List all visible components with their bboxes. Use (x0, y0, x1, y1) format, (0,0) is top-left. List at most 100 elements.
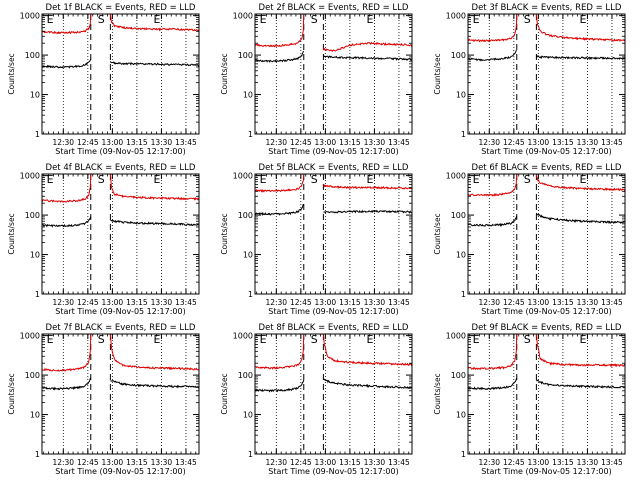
event-marker-label: E (260, 13, 267, 26)
y-tick-label: 10 (243, 411, 253, 420)
events-series-line (110, 219, 200, 227)
y-tick-label: 1 (461, 290, 466, 299)
y-tick-label: 100 (25, 371, 40, 380)
event-marker-label: E (580, 333, 587, 346)
lld-series-line (41, 333, 92, 372)
lld-series-line (467, 173, 518, 197)
x-tick-label: 13:00 (528, 298, 550, 307)
lld-series-line (535, 174, 626, 192)
y-axis-label: Counts/sec (433, 53, 442, 94)
y-tick-label: 1000 (233, 172, 253, 181)
y-tick-label: 1 (248, 450, 253, 459)
x-tick-label: 13:00 (102, 458, 124, 467)
y-tick-label: 100 (238, 371, 253, 380)
x-tick-label: 13:15 (339, 458, 361, 467)
y-axis-label: Counts/sec (433, 373, 442, 414)
events-series-line (322, 55, 413, 61)
event-marker-label: S (98, 333, 105, 346)
lld-series-line (254, 333, 305, 370)
y-tick-label: 1 (35, 290, 40, 299)
x-tick-label: 13:30 (364, 298, 386, 307)
plot-frame (467, 173, 626, 295)
events-series-line (254, 203, 305, 217)
y-tick-label: 1000 (446, 172, 466, 181)
lld-series-line (41, 173, 92, 203)
x-axis-label: Start Time (09-Nov-05 12:17:00) (268, 147, 398, 156)
event-marker-label: E (473, 173, 480, 186)
plot-frame (41, 333, 200, 455)
detector-panel-3: Det 3f BLACK = Events, RED = LLD 1 10 100 10… (433, 3, 626, 156)
x-tick-label: 12:30 (478, 458, 500, 467)
event-marker-label: S (311, 173, 318, 186)
lld-series-line (467, 333, 518, 371)
x-axis-label: Start Time (09-Nov-05 12:17:00) (268, 307, 398, 316)
x-tick-label: 12:30 (52, 458, 74, 467)
lld-series-line (322, 333, 413, 366)
x-tick-label: 13:30 (151, 138, 173, 147)
event-marker-label: S (524, 333, 531, 346)
plot-frame (467, 333, 626, 455)
plot-frame (41, 13, 200, 135)
x-tick-label: 13:30 (577, 138, 599, 147)
y-tick-label: 100 (451, 211, 466, 220)
event-marker-label: E (260, 173, 267, 186)
event-marker-label: S (98, 13, 105, 26)
x-tick-label: 12:45 (503, 138, 525, 147)
y-tick-label: 1000 (20, 332, 40, 341)
y-tick-label: 1 (248, 290, 253, 299)
y-axis-label: Counts/sec (7, 373, 16, 414)
x-tick-label: 13:15 (339, 138, 361, 147)
x-tick-label: 13:15 (552, 298, 574, 307)
y-tick-label: 10 (456, 411, 466, 420)
lld-series-line (109, 334, 200, 371)
event-marker-label: S (524, 13, 531, 26)
detector-panel-8: Det 8f BLACK = Events, RED = LLD 1 10 100 10… (220, 323, 413, 476)
x-axis-label: Start Time (09-Nov-05 12:17:00) (481, 467, 611, 476)
y-tick-label: 100 (238, 211, 253, 220)
events-series-line (109, 61, 200, 67)
event-marker-label: E (580, 13, 587, 26)
x-tick-label: 13:45 (388, 458, 410, 467)
x-tick-label: 13:45 (175, 298, 197, 307)
x-tick-label: 12:30 (265, 138, 287, 147)
y-tick-label: 1000 (233, 12, 253, 21)
detector-panel-9: Det 9f BLACK = Events, RED = LLD 1 10 100 10… (433, 323, 626, 476)
x-tick-label: 13:15 (339, 298, 361, 307)
plot-frame (254, 173, 413, 295)
y-tick-label: 10 (243, 251, 253, 260)
events-series-line (535, 379, 626, 389)
panel-title: Det 6f BLACK = Events, RED = LLD (472, 163, 622, 173)
events-series-line (535, 55, 626, 61)
x-tick-label: 13:00 (315, 298, 337, 307)
x-axis-label: Start Time (09-Nov-05 12:17:00) (55, 307, 185, 316)
events-series-line (467, 377, 518, 391)
events-series-line (323, 209, 413, 214)
x-tick-label: 13:30 (364, 458, 386, 467)
panel-title: Det 1f BLACK = Events, RED = LLD (46, 3, 196, 13)
y-tick-label: 1000 (20, 172, 40, 181)
x-tick-label: 13:45 (601, 298, 623, 307)
events-series-line (467, 215, 518, 227)
x-tick-label: 13:30 (577, 458, 599, 467)
y-axis-label: Counts/sec (220, 53, 229, 94)
x-tick-label: 12:30 (478, 138, 500, 147)
detector-panel-2: Det 2f BLACK = Events, RED = LLD 1 10 100 10… (220, 3, 413, 156)
event-marker-label: E (367, 173, 374, 186)
events-series-line (535, 212, 626, 225)
events-series-line (254, 50, 305, 63)
x-axis-label: Start Time (09-Nov-05 12:17:00) (55, 147, 185, 156)
x-tick-label: 13:00 (102, 298, 124, 307)
y-tick-label: 1000 (446, 12, 466, 21)
y-tick-label: 1000 (20, 12, 40, 21)
event-marker-label: E (154, 13, 161, 26)
panel-title: Det 3f BLACK = Events, RED = LLD (472, 3, 622, 13)
y-tick-label: 10 (30, 411, 40, 420)
y-tick-label: 100 (451, 51, 466, 60)
x-tick-label: 12:30 (265, 298, 287, 307)
x-tick-label: 13:00 (528, 138, 550, 147)
lld-series-line (322, 183, 413, 190)
x-tick-label: 13:30 (577, 298, 599, 307)
event-marker-label: S (98, 173, 105, 186)
detector-panel-4: Det 4f BLACK = Events, RED = LLD 1 10 100 10… (7, 163, 200, 316)
plot-frame (467, 13, 626, 135)
